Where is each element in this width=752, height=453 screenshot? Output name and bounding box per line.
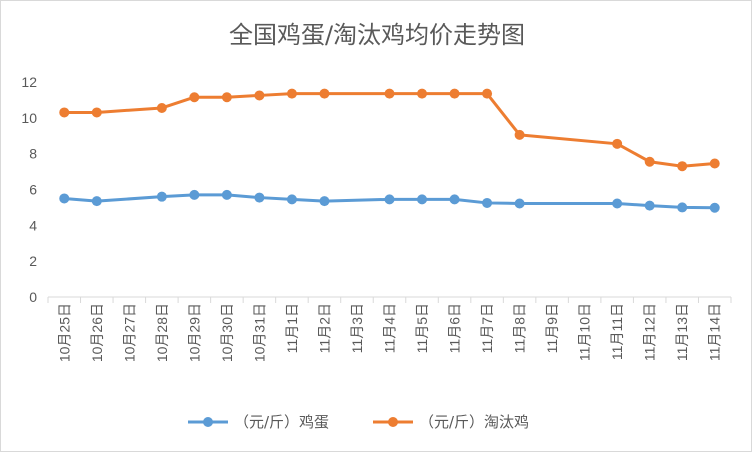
x-tick-label: 11月14日	[707, 303, 723, 361]
x-tick-label: 11月2日	[316, 303, 332, 353]
data-point	[319, 88, 330, 99]
y-tick-label: 6	[29, 182, 37, 198]
x-tick-label: 10月29日	[186, 303, 202, 362]
data-point	[319, 196, 330, 207]
data-point	[384, 88, 395, 99]
y-tick-label: 4	[29, 217, 37, 233]
data-point	[514, 198, 525, 209]
data-point	[156, 191, 167, 202]
data-point	[449, 194, 460, 205]
chart-title: 全国鸡蛋/淘汰鸡均价走势图	[228, 21, 526, 49]
data-point	[189, 92, 200, 103]
data-point	[254, 90, 265, 101]
legend-marker-0	[203, 417, 213, 427]
data-point	[384, 194, 395, 205]
x-tick-label: 11月9日	[544, 303, 560, 353]
x-tick-label: 10月31日	[251, 303, 267, 362]
y-tick-label: 8	[29, 146, 37, 162]
x-tick-label: 10月30日	[219, 303, 235, 362]
y-tick-label: 10	[21, 110, 37, 126]
x-tick-label: 11月11日	[609, 303, 625, 360]
x-tick-label: 10月27日	[121, 303, 137, 362]
x-tick-label: 10月28日	[154, 303, 170, 362]
x-tick-label: 11月6日	[447, 303, 463, 353]
data-point	[709, 202, 720, 213]
legend-marker-1	[388, 417, 398, 427]
x-tick-label: 11月13日	[674, 303, 690, 361]
data-point	[612, 198, 623, 209]
legend-label-1: （元/斤）淘汰鸡	[419, 413, 529, 431]
x-tick-label: 11月12日	[642, 303, 658, 361]
data-point	[449, 88, 460, 99]
data-point	[189, 189, 200, 200]
data-point	[417, 88, 428, 99]
x-axis: 10月25日 10月26日 10月27日 10月28日 10月29日 10月30日 10月3…	[47, 296, 732, 362]
x-tick-label: 10月26日	[89, 303, 105, 362]
data-point	[677, 161, 688, 172]
data-point	[221, 189, 232, 200]
data-point	[156, 102, 167, 113]
data-point	[91, 107, 102, 118]
y-tick-label: 12	[21, 74, 37, 90]
x-tick-label: 11月8日	[512, 303, 528, 353]
x-tick-label: 10月25日	[56, 303, 72, 362]
x-tick-label: 11月1日	[284, 303, 300, 353]
data-point	[644, 156, 655, 167]
x-tick-label: 11月3日	[349, 303, 365, 353]
data-point	[286, 88, 297, 99]
data-point	[677, 202, 688, 213]
y-axis: 0 2 4 6 8 10 12	[21, 74, 37, 305]
x-tick-label: 11月10日	[577, 303, 593, 361]
x-tick-label: 11月4日	[382, 303, 398, 353]
legend-label-0: （元/斤）鸡蛋	[234, 413, 329, 431]
data-point	[644, 200, 655, 211]
data-point	[286, 194, 297, 205]
legend: （元/斤）鸡蛋 （元/斤）淘汰鸡	[188, 413, 529, 431]
data-point	[612, 138, 623, 149]
data-point	[254, 192, 265, 203]
series-layer	[59, 88, 720, 213]
y-tick-label: 0	[29, 289, 37, 305]
x-tick-label: 11月5日	[414, 303, 430, 353]
data-point	[221, 92, 232, 103]
data-point	[59, 107, 70, 118]
data-point	[482, 88, 493, 99]
data-point	[417, 194, 428, 205]
data-point	[91, 196, 102, 207]
y-tick-label: 2	[29, 253, 37, 269]
data-point	[514, 129, 525, 140]
data-point	[709, 158, 720, 169]
data-point	[59, 193, 70, 204]
data-point	[482, 197, 493, 208]
x-tick-label: 11月7日	[479, 303, 495, 353]
